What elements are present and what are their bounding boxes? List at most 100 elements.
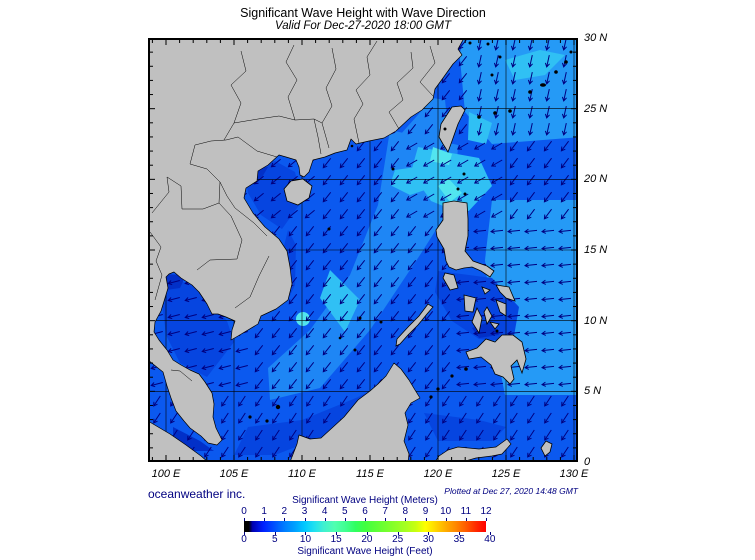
wave-arrow	[558, 262, 572, 268]
legend-tick-mark	[366, 532, 368, 535]
wave-arrow	[153, 412, 161, 424]
island-mindanao	[465, 334, 527, 385]
wave-arrow	[305, 259, 315, 271]
legend-tick-mark	[274, 532, 276, 535]
wave-arrow	[441, 293, 451, 305]
wave-arrow	[339, 344, 349, 356]
wave-arrow	[541, 228, 555, 234]
wave-arrow	[272, 446, 280, 458]
lon-label: 130 E	[559, 468, 589, 480]
wave-arrow	[527, 446, 535, 458]
wave-arrow	[322, 191, 332, 203]
legend-tick-mark	[397, 532, 399, 535]
wave-arrow	[373, 259, 383, 271]
wave-arrow	[221, 412, 229, 424]
wave-arrow	[184, 331, 197, 337]
feet-tick-label: 10	[299, 534, 312, 545]
wave-arrow	[356, 259, 366, 271]
wave-arrow	[541, 330, 555, 336]
wave-arrow	[322, 361, 332, 373]
meters-tick-label: 12	[480, 506, 492, 517]
meters-tick-label: 2	[281, 506, 288, 517]
wave-arrow	[150, 382, 163, 388]
wave-arrow	[184, 297, 197, 303]
island-negros	[471, 306, 483, 335]
wave-arrow	[153, 395, 161, 407]
feet-tick-label: 5	[271, 534, 278, 545]
lat-label: 10 N	[584, 314, 608, 327]
lon-label: 120 E	[423, 468, 453, 480]
feet-tick-label: 40	[484, 534, 496, 545]
wave-arrow	[441, 344, 451, 356]
wave-arrow	[184, 348, 197, 354]
legend-tick-mark	[284, 518, 286, 521]
meters-tick-label: 4	[321, 506, 328, 517]
wave-arrow	[510, 446, 518, 458]
feet-tick-label: 0	[241, 534, 247, 545]
wave-arrow	[543, 157, 552, 169]
wave-arrow	[407, 361, 417, 373]
wave-arrow	[288, 293, 298, 305]
wave-arrow	[289, 395, 297, 407]
wave-arrow	[373, 174, 383, 186]
legend-tick-mark	[486, 518, 487, 521]
wave-arrow	[339, 259, 349, 271]
landmass-borneo	[289, 362, 421, 462]
wave-arrow	[339, 293, 349, 305]
wave-arrow	[323, 395, 331, 407]
wave-arrow	[442, 429, 450, 441]
wave-height-colorbar	[244, 521, 486, 532]
wave-arrow	[218, 348, 231, 354]
wave-arrow	[490, 262, 504, 268]
wave-arrow	[390, 259, 400, 271]
lon-label: 110 E	[288, 468, 316, 480]
feet-tick-label: 20	[361, 534, 373, 545]
legend-meters-title: Significant Wave Height (Meters)	[292, 495, 438, 506]
wave-arrow	[544, 429, 552, 441]
wave-arrow	[476, 122, 482, 136]
wave-arrow	[424, 378, 434, 390]
wave-arrow	[490, 176, 503, 184]
wave-arrow	[459, 412, 467, 424]
wave-arrow	[322, 344, 332, 356]
wave-arrow	[493, 122, 499, 136]
wave-arrow	[407, 293, 417, 305]
wave-arrow	[424, 293, 434, 305]
wave-arrow	[509, 140, 518, 152]
wave-arrow	[527, 38, 533, 51]
wave-arrow	[510, 38, 516, 51]
wave-arrow	[405, 159, 418, 167]
wave-arrow	[441, 327, 451, 339]
legend-tick-mark	[244, 532, 245, 535]
wave-arrow	[187, 429, 195, 441]
wave-arrow	[510, 54, 516, 68]
wave-arrow	[373, 344, 383, 356]
wave-arrow	[425, 429, 433, 441]
lat-label: 5 N	[584, 385, 602, 398]
wave-arrow	[473, 210, 486, 218]
wave-arrow	[254, 378, 264, 390]
wave-arrow	[270, 175, 281, 185]
wave-arrow	[287, 209, 298, 219]
wave-arrow	[507, 313, 521, 319]
wave-arrow	[510, 412, 518, 424]
legend-feet-title: Significant Wave Height (Feet)	[297, 546, 433, 557]
wave-arrow	[561, 395, 569, 407]
lon-label: 115 E	[356, 468, 384, 480]
wave-arrow	[493, 105, 499, 119]
wave-arrow	[339, 225, 349, 237]
wave-arrow	[424, 225, 434, 237]
wave-arrow	[356, 293, 366, 305]
wave-arrow	[490, 193, 503, 201]
wave-arrow	[490, 279, 504, 285]
wave-arrow	[456, 364, 470, 370]
island-panay	[463, 294, 477, 313]
wave-arrow	[541, 296, 555, 302]
wave-arrow	[405, 210, 418, 218]
meters-tick-label: 6	[362, 506, 368, 517]
wave-arrow	[490, 381, 504, 387]
wave-arrow	[456, 330, 470, 336]
wave-arrow	[476, 71, 482, 85]
legend-tick-mark	[459, 532, 461, 535]
wave-arrow	[493, 54, 499, 68]
